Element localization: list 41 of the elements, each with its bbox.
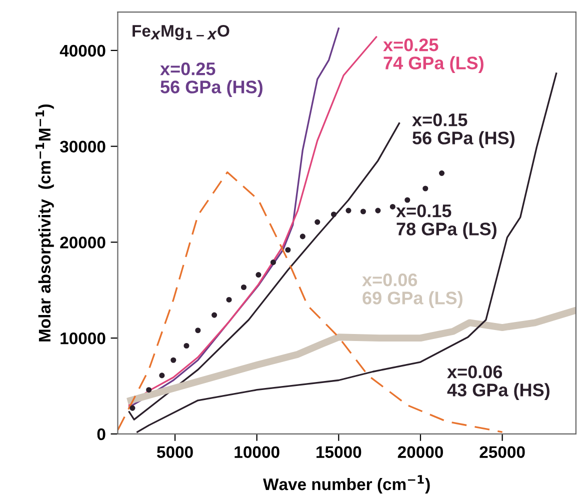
x-axis-title: Wave number (cm$^{−1}$) [263,475,430,494]
point [314,219,320,225]
series-label: x=0.06 69 GPa (LS) [362,273,462,308]
point [346,208,352,214]
point [226,296,232,302]
x-tick-label: 25000 [480,446,525,458]
x-tick-label: 15000 [316,446,362,458]
point [212,312,218,318]
point [300,234,306,240]
text: Fe$_{X}$Mg$_{1−X}$O [132,24,230,40]
y-tick-label: 40000 [60,44,106,57]
point [256,272,262,278]
point [130,405,136,411]
point [170,357,176,363]
point [240,284,247,290]
series-label: x=0.06 43 GPa (HS) [447,365,550,400]
series-label: x=0.15 56 GPa (HS) [412,113,514,148]
series-label: x=0.15 78 GPa (LS) [396,204,496,239]
y-tick-label: 30000 [60,140,106,153]
point [270,260,276,266]
point [375,208,381,214]
y-tick-label: 10000 [60,332,106,344]
point [184,342,190,349]
point [159,372,165,378]
point [404,197,410,203]
x-tick-label: 10000 [234,446,280,458]
point [285,247,291,253]
text: x=0.25 56 GPa (HS) [160,62,262,97]
point [390,204,396,210]
point [422,186,428,192]
series-label: x=0.25 74 GPa (LS) [383,38,484,73]
y-axis-title: Molar absorptivity (cm$^{−1}$M$^{−1}$) [36,104,54,342]
y-tick-label: 20000 [60,236,106,248]
point [195,328,201,334]
x-tick-label: 20000 [398,446,443,458]
point [438,170,445,176]
point [146,387,152,393]
point [330,212,337,218]
y-tick-label: 0 [97,428,106,440]
point [360,208,366,214]
x-tick-label: 5000 [156,446,193,458]
